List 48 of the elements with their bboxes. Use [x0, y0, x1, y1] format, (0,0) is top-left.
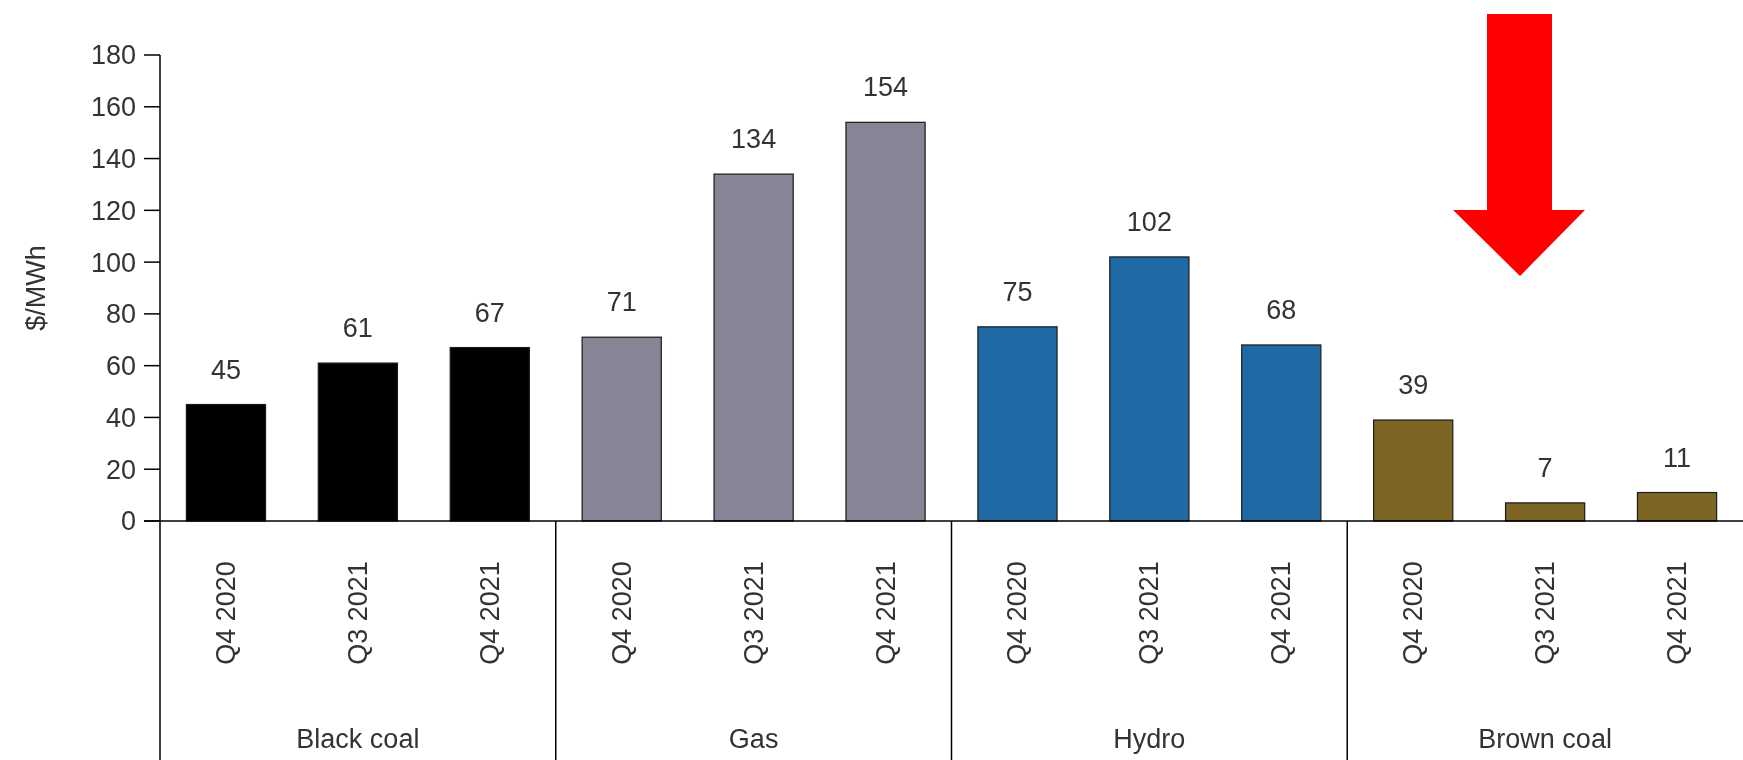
data-label: 154 [863, 72, 909, 103]
y-tick-label: 100 [90, 247, 136, 278]
text: Hydro [1113, 724, 1186, 755]
y-tick-label: 80 [105, 299, 136, 330]
data-label: 11 [1663, 442, 1692, 473]
bar [1504, 502, 1586, 522]
data-label: 39 [1398, 370, 1429, 401]
y-tick-label: 0 [120, 506, 136, 537]
text: Brown coal [1478, 724, 1612, 755]
y-tick-label: 20 [105, 454, 136, 485]
y-tick-label: 120 [90, 195, 136, 226]
x-tick-label: Q4 2021 [474, 561, 505, 665]
y-tick-label: 60 [105, 351, 136, 382]
x-tick-label: Q4 2021 [1662, 561, 1693, 665]
y-tick-label: 140 [90, 144, 136, 175]
x-tick-label: Q4 2020 [606, 561, 637, 665]
x-tick-label: Q4 2021 [870, 561, 901, 665]
text: Black coal [296, 724, 420, 755]
x-tick-label: Q4 2020 [1398, 561, 1429, 665]
bar [581, 336, 662, 522]
bar [713, 173, 794, 522]
y-tick-label: 180 [90, 40, 136, 71]
data-label: 102 [1126, 206, 1172, 237]
y-tick-label: 160 [90, 92, 136, 123]
x-tick-label: Q3 2021 [1530, 561, 1561, 665]
data-label: 134 [731, 124, 777, 155]
y-axis-title: $/MWh [21, 245, 51, 331]
data-label: 71 [606, 287, 637, 318]
data-label: 68 [1266, 294, 1297, 325]
y-tick-label: 40 [105, 402, 136, 433]
bar [1636, 491, 1718, 522]
text: Gas [728, 724, 779, 755]
bar [845, 121, 926, 522]
data-label: 61 [342, 313, 373, 344]
x-tick-label: Q4 2020 [1002, 561, 1033, 665]
x-tick-label: Q3 2021 [738, 561, 769, 665]
bar [1241, 344, 1322, 522]
x-tick-label: Q3 2021 [342, 561, 373, 665]
x-tick-label: Q3 2021 [1134, 561, 1165, 665]
x-tick-label: Q4 2020 [210, 561, 241, 665]
bar [1109, 256, 1190, 522]
x-tick-label: Q4 2021 [1266, 561, 1297, 665]
data-label: 45 [210, 354, 241, 385]
bar [977, 326, 1058, 522]
data-label: 75 [1002, 276, 1033, 307]
bar [1373, 419, 1454, 522]
data-label: 67 [474, 297, 505, 328]
data-label: 7 [1537, 452, 1553, 483]
